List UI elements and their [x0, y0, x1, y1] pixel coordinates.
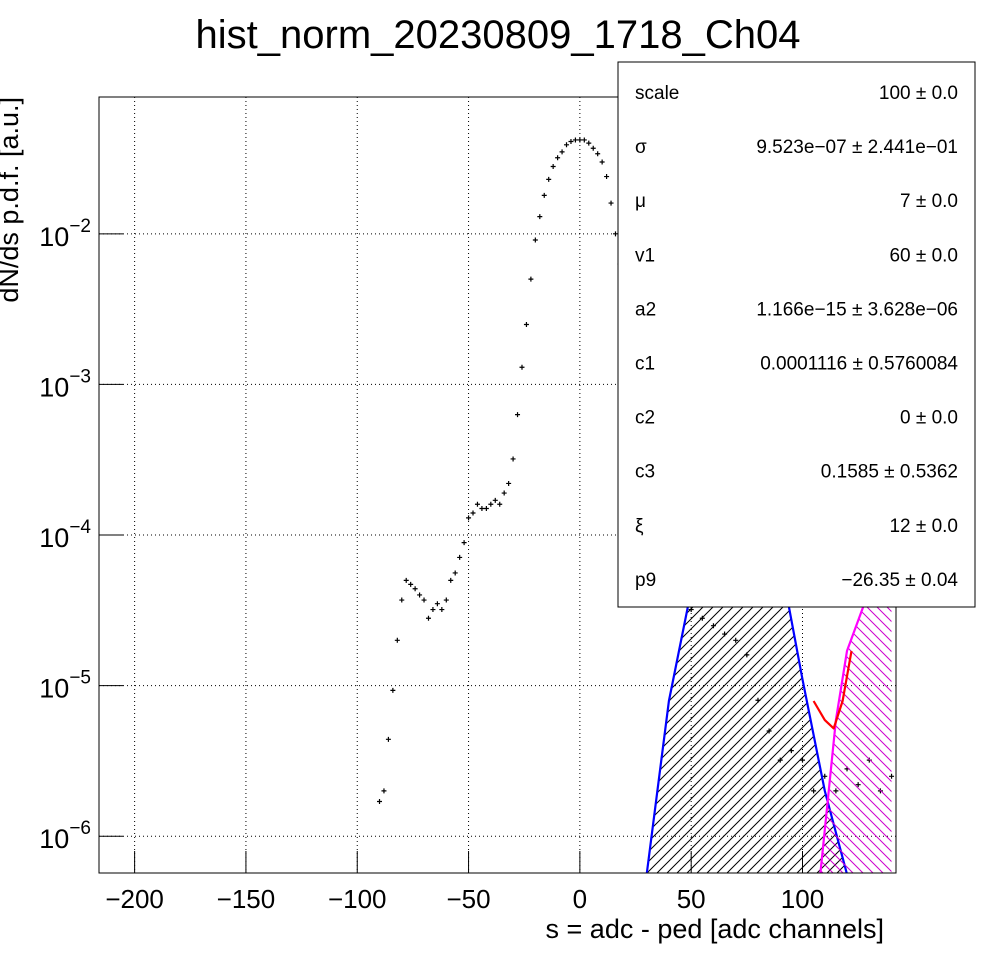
data-point [550, 163, 556, 169]
data-point [466, 515, 472, 521]
y-tick-label: 10−5 [39, 668, 91, 704]
stat-value: −26.35 ± 0.04 [841, 570, 958, 591]
data-point [412, 586, 418, 592]
data-point [506, 480, 512, 486]
data-point [568, 139, 574, 145]
data-point [470, 510, 476, 516]
data-point [590, 145, 596, 151]
y-tick-label: 10−6 [39, 818, 91, 854]
stat-value: 9.523e−07 ± 2.441e−01 [756, 137, 958, 158]
x-tick-label: −100 [328, 884, 387, 914]
data-point [421, 597, 427, 603]
data-point [523, 321, 529, 327]
data-point [385, 736, 391, 742]
stat-label: v1 [635, 245, 655, 266]
stat-label: p9 [635, 570, 656, 591]
stat-value: 12 ± 0.0 [889, 516, 958, 537]
data-point [572, 137, 578, 143]
y-tick-label: 10−3 [39, 366, 91, 402]
stat-label: scale [635, 83, 679, 104]
data-point [390, 687, 396, 693]
data-point [479, 506, 485, 512]
data-point [528, 276, 534, 282]
data-point [515, 412, 521, 418]
data-point [555, 155, 561, 161]
data-point [430, 607, 436, 613]
stat-value: 0 ± 0.0 [900, 408, 958, 429]
stat-label: a2 [635, 299, 656, 320]
y-tick-label: 10−4 [39, 517, 91, 553]
data-point [425, 615, 431, 621]
x-tick-label: 100 [781, 884, 824, 914]
fit-curve [812, 650, 853, 730]
stat-label: c1 [635, 354, 655, 375]
y-axis-label: dN/ds p.d.f. [a.u.] [0, 97, 24, 303]
data-point [377, 799, 383, 805]
plot-area: −200 −150 −100 −50 0 50 100 10−6 10−5 10−4 10−3 10−… [39, 97, 896, 914]
data-point [443, 597, 449, 603]
data-point [381, 788, 387, 794]
stat-value: 100 ± 0.0 [879, 83, 958, 104]
data-point [537, 214, 543, 220]
data-point [532, 237, 538, 243]
data-point [599, 159, 605, 165]
data-point [403, 577, 409, 583]
stat-value: 7 ± 0.0 [900, 191, 958, 212]
stat-label: σ [635, 137, 647, 158]
data-point [577, 137, 583, 143]
data-point [581, 137, 587, 143]
data-point [394, 637, 400, 643]
data-point [399, 597, 405, 603]
data-point [457, 554, 463, 560]
x-axis-label: s = adc - ped [adc channels] [546, 914, 884, 944]
data-point [822, 773, 828, 779]
data-point [612, 231, 618, 237]
data-point [492, 497, 498, 503]
y-tick-label: 10−2 [39, 216, 91, 252]
data-point [559, 149, 565, 155]
stats-box: scale 100 ± 0.0 σ 9.523e−07 ± 2.441e−01 μ 7 ±… [617, 61, 976, 608]
data-point [608, 200, 614, 206]
data-point [448, 577, 454, 583]
x-tick-label: 50 [677, 884, 706, 914]
data-point [434, 601, 440, 607]
stat-label: c3 [635, 462, 655, 483]
data-point [439, 607, 445, 613]
data-point [497, 501, 503, 507]
chart-title: hist_norm_20230809_1718_Ch04 [196, 13, 801, 57]
stats-frame [617, 61, 976, 608]
stat-value: 0.1585 ± 0.5362 [821, 462, 958, 483]
stat-value: 0.0001116 ± 0.5760084 [760, 354, 958, 375]
x-tick-label: −50 [447, 884, 491, 914]
data-point [586, 140, 592, 146]
stat-label: ξ [635, 516, 644, 537]
stat-value: 1.166e−15 ± 3.628e−06 [756, 299, 958, 320]
data-point [510, 456, 516, 462]
data-point [408, 581, 414, 587]
data-point [541, 192, 547, 198]
hatched-area [820, 535, 892, 873]
x-tick-label: 0 [573, 884, 587, 914]
data-point [452, 570, 458, 576]
data-point [519, 364, 525, 370]
x-tick-label: −200 [105, 884, 164, 914]
data-point [546, 176, 552, 182]
stat-value: 60 ± 0.0 [889, 245, 958, 266]
stat-label: μ [635, 191, 646, 212]
data-point [474, 501, 480, 507]
data-point [488, 501, 494, 507]
data-point [417, 592, 423, 598]
data-point [595, 151, 601, 157]
data-point [604, 174, 610, 180]
data-point [483, 506, 489, 512]
data-point [461, 540, 467, 546]
data-point [501, 490, 507, 496]
stat-label: c2 [635, 408, 655, 429]
data-point [564, 142, 570, 148]
x-tick-label: −150 [217, 884, 276, 914]
